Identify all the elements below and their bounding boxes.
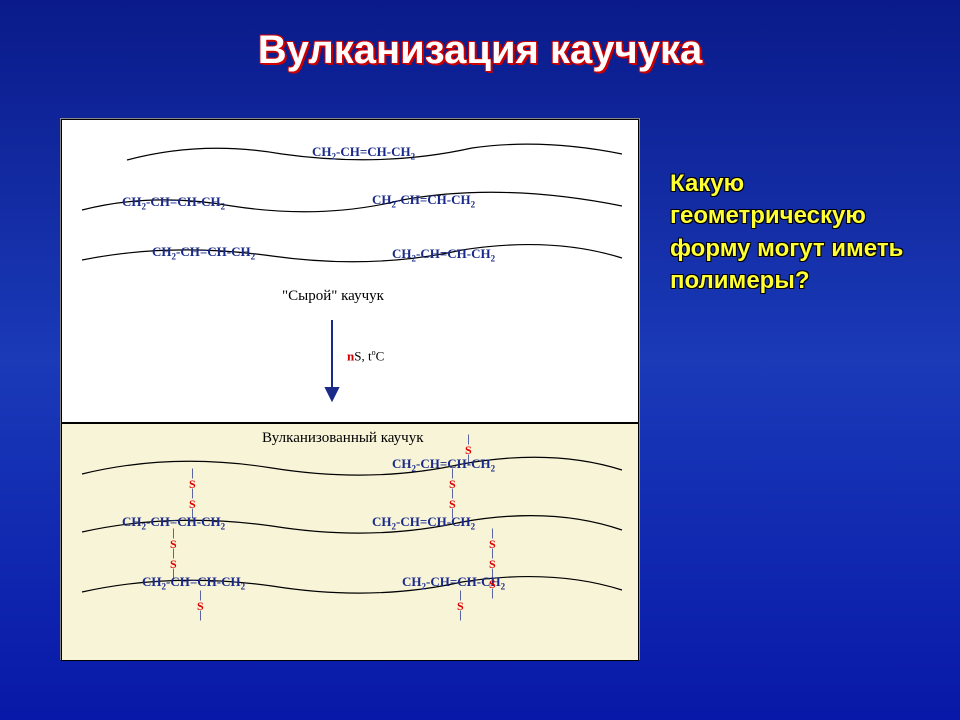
monomer-unit: CH2-CH=CH-CH2 [392,246,495,264]
monomer-unit: CH2-CH=CH-CH2 [312,144,415,162]
sulfur-bridge: |S|S| [170,530,177,578]
sulfur-bridge: |S| [197,592,204,620]
question-text: Какую геометрическую форму могут иметь п… [670,168,940,298]
raw-rubber-panel: CH2-CH=CH-CH2 CH2-CH=CH-CH2 CH2-CH=CH-CH2 C… [61,119,639,423]
polymer-chain [82,457,622,475]
sulfur-bridge: |S| [457,592,464,620]
reagent-label: nS, toC [347,348,384,364]
monomer-unit: CH2-CH=CH-CH2 [372,514,475,532]
vulcanization-diagram: CH2-CH=CH-CH2 CH2-CH=CH-CH2 CH2-CH=CH-CH2 C… [60,118,640,660]
raw-label: "Сырой" каучук [282,288,384,305]
sulfur-bridge: |S|S|S| [489,530,496,598]
monomer-unit: CH2-CH=CH-CH2 [142,574,245,592]
sulfur-bridge: |S| [465,436,472,464]
vulcanized-panel: CH2-CH=CH-CH2CH2-CH=CH-CH2CH2-CH=CH-CH2C… [61,423,639,661]
sulfur-bridge: |S|S| [449,470,456,518]
slide-title: Вулканизация каучука [0,28,960,73]
sulfur-bridge: |S|S| [189,470,196,518]
monomer-unit: CH2-CH=CH-CH2 [392,456,495,474]
vulc-chains-svg [62,424,642,662]
vulcanized-label: Вулканизованный каучук [262,430,423,447]
monomer-unit: CH2-CH=CH-CH2 [152,244,255,262]
raw-chains-svg [62,120,642,424]
monomer-unit: CH2-CH=CH-CH2 [122,194,225,212]
monomer-unit: CH2-CH=CH-CH2 [372,192,475,210]
